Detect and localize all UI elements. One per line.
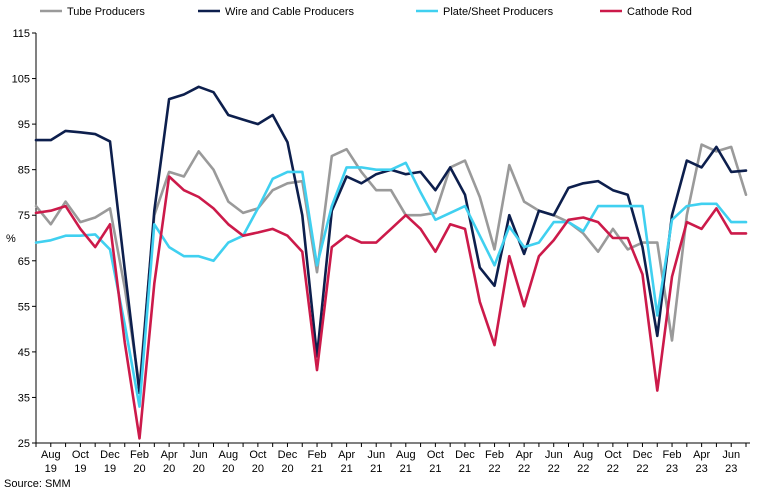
legend: Tube Producers Wire and Cable Producers Pl… xyxy=(40,6,692,18)
x-tick-label-year: 20 xyxy=(252,463,264,475)
legend-label: Wire and Cable Producers xyxy=(225,6,355,18)
x-tick-label-year: 22 xyxy=(636,463,648,475)
x-tick-label-year: 22 xyxy=(518,463,530,475)
series-lines xyxy=(34,85,748,440)
x-axis: Aug 19 Oct 19 Dec 19 Feb 20 Apr 20 Jun 20 Aug 20 Oct 20… xyxy=(35,442,750,475)
source-note: Source: SMM xyxy=(4,478,71,490)
series-line-plate-sheet-producers xyxy=(34,161,748,408)
x-tick-label-month: Apr xyxy=(693,449,710,461)
x-tick-label-month: Jun xyxy=(722,449,740,461)
x-tick-label-month: Feb xyxy=(130,449,149,461)
x-tick-label-year: 20 xyxy=(281,463,293,475)
x-tick-label-year: 22 xyxy=(488,463,500,475)
y-tick-label: 85 xyxy=(18,165,30,177)
x-tick-label-month: Oct xyxy=(249,449,266,461)
x-tick-label-year: 20 xyxy=(163,463,175,475)
x-tick-label-month: Aug xyxy=(574,449,594,461)
x-tick-label-month: Jun xyxy=(190,449,208,461)
y-tick-label: 95 xyxy=(18,119,30,131)
x-tick-label-month: Dec xyxy=(633,449,653,461)
x-tick-label-year: 20 xyxy=(133,463,145,475)
x-tick-label-year: 23 xyxy=(696,463,708,475)
y-axis: 25 35 45 55 65 75 85 95 105 115 xyxy=(12,28,37,450)
x-tick-label-month: Aug xyxy=(396,449,416,461)
legend-label: Plate/Sheet Producers xyxy=(443,6,554,18)
x-tick-label-month: Dec xyxy=(278,449,298,461)
x-tick-label-year: 19 xyxy=(104,463,116,475)
x-tick-label-year: 22 xyxy=(607,463,619,475)
x-tick-label-month: Dec xyxy=(100,449,120,461)
x-tick-label-month: Apr xyxy=(338,449,355,461)
x-tick-label-month: Aug xyxy=(219,449,239,461)
x-tick-label-year: 20 xyxy=(193,463,205,475)
x-tick-label-year: 22 xyxy=(577,463,589,475)
x-tick-label-month: Dec xyxy=(455,449,475,461)
legend-label: Tube Producers xyxy=(67,6,145,18)
x-tick-label-month: Apr xyxy=(516,449,533,461)
x-tick-label-month: Feb xyxy=(485,449,504,461)
x-tick-label-month: Feb xyxy=(308,449,327,461)
x-tick-label-year: 21 xyxy=(341,463,353,475)
x-tick-label-year: 23 xyxy=(725,463,737,475)
x-tick-label-year: 19 xyxy=(74,463,86,475)
y-tick-label: 55 xyxy=(18,301,30,313)
y-tick-label: 25 xyxy=(18,438,30,450)
y-tick-label: 115 xyxy=(12,28,30,40)
y-axis-label: % xyxy=(6,233,16,245)
x-tick-label-year: 22 xyxy=(548,463,560,475)
y-tick-label: 75 xyxy=(18,210,30,222)
x-tick-label-month: Oct xyxy=(604,449,621,461)
y-tick-label: 45 xyxy=(18,347,30,359)
y-tick-label: 35 xyxy=(18,392,30,404)
x-tick-label-month: Oct xyxy=(427,449,444,461)
x-tick-label-year: 21 xyxy=(459,463,471,475)
y-tick-label: 105 xyxy=(12,74,30,86)
x-tick-label-month: Jun xyxy=(367,449,385,461)
x-tick-label-month: Aug xyxy=(41,449,61,461)
x-tick-label-month: Oct xyxy=(72,449,89,461)
x-tick-label-month: Feb xyxy=(663,449,682,461)
x-tick-label-year: 21 xyxy=(400,463,412,475)
x-tick-label-year: 21 xyxy=(370,463,382,475)
x-tick-label-year: 21 xyxy=(311,463,323,475)
legend-label: Cathode Rod xyxy=(627,6,692,18)
x-tick-label-month: Apr xyxy=(161,449,178,461)
x-tick-label-year: 21 xyxy=(429,463,441,475)
x-tick-label-year: 23 xyxy=(666,463,678,475)
x-tick-label-year: 19 xyxy=(45,463,57,475)
x-tick-label-year: 20 xyxy=(222,463,234,475)
series-line-cathode-rod xyxy=(34,175,748,440)
x-tick-label-month: Jun xyxy=(545,449,563,461)
y-tick-label: 65 xyxy=(18,256,30,268)
series-line-wire-and-cable-producers xyxy=(34,85,748,395)
